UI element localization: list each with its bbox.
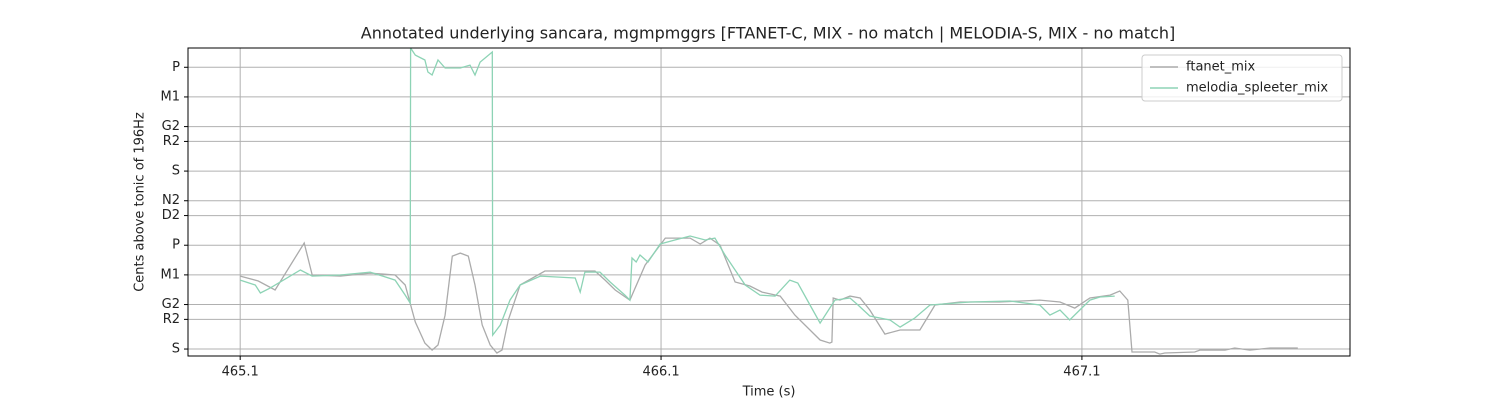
x-axis-label: Time (s) [742, 385, 796, 400]
y-tick-label: R2 [163, 312, 180, 327]
y-tick-label: G2 [162, 297, 180, 312]
legend-label: ftanet_mix [1186, 60, 1256, 75]
grid [188, 48, 1350, 356]
y-tick-label: S [172, 342, 180, 357]
y-tick-label: M1 [161, 267, 181, 282]
y-tick-label: D2 [162, 208, 180, 223]
plot-area [239, 48, 1298, 355]
y-axis-label: Cents above tonic of 196Hz [133, 112, 148, 292]
y-tick-label: S [172, 164, 180, 179]
y-tick-label: M1 [161, 89, 181, 104]
legend-box [1141, 54, 1343, 102]
y-tick-label: P [172, 238, 180, 253]
y-tick-label: N2 [162, 193, 180, 208]
chart-title: Annotated underlying sancara, mgmpmggrs … [361, 24, 1176, 43]
series-line [240, 237, 1298, 355]
y-tick-label: R2 [163, 134, 180, 149]
axes-frame [187, 47, 1351, 357]
y-tick-label: G2 [162, 119, 180, 134]
x-tick-label: 465.1 [222, 365, 259, 380]
legend: ftanet_mix melodia_spleeter_mix [1141, 54, 1343, 102]
y-tick-label: P [172, 60, 180, 75]
series-line [239, 48, 1115, 338]
legend-label: melodia_spleeter_mix [1186, 81, 1328, 96]
x-tick-label: 467.1 [1063, 365, 1100, 380]
x-tick-label: 466.1 [642, 365, 679, 380]
